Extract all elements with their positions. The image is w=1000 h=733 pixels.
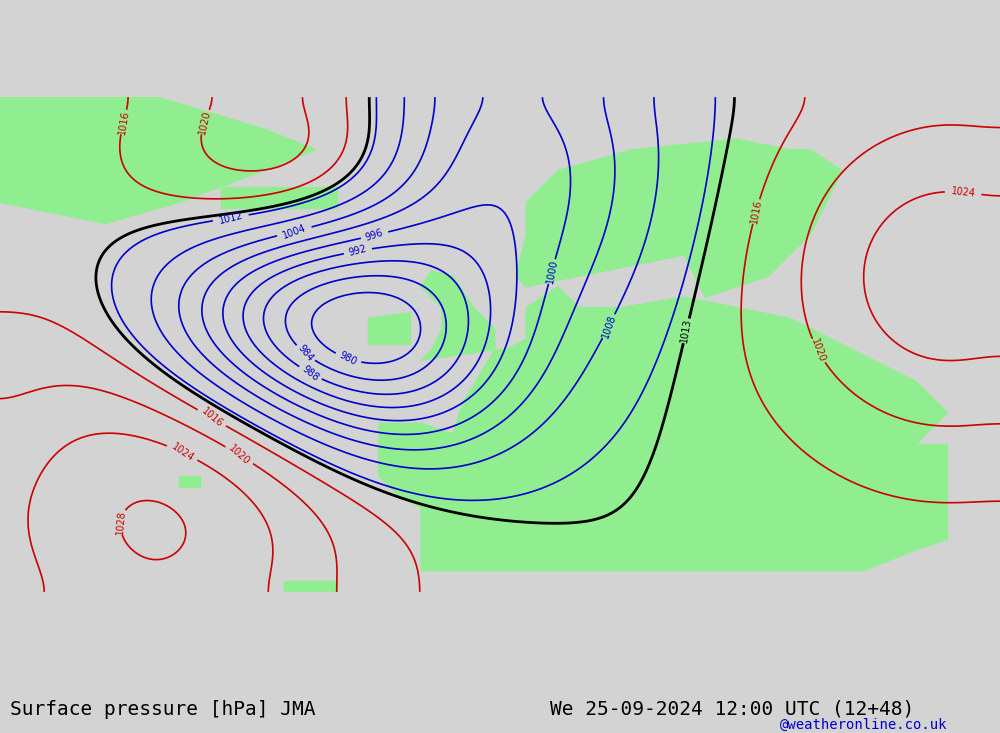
Text: We 25-09-2024 12:00 UTC (12+48): We 25-09-2024 12:00 UTC (12+48) <box>550 700 914 718</box>
Text: 1020: 1020 <box>809 337 827 364</box>
Polygon shape <box>284 581 337 597</box>
Text: 1016: 1016 <box>117 109 131 135</box>
Text: Surface pressure [hPa] JMA: Surface pressure [hPa] JMA <box>10 700 316 718</box>
Text: 1028: 1028 <box>115 509 127 535</box>
Text: 1016: 1016 <box>749 199 763 224</box>
Text: 1013: 1013 <box>679 318 693 344</box>
Polygon shape <box>379 287 947 508</box>
Text: 1016: 1016 <box>199 406 224 430</box>
Polygon shape <box>179 476 200 487</box>
Polygon shape <box>747 444 947 508</box>
Text: 984: 984 <box>295 343 315 364</box>
Polygon shape <box>0 97 316 224</box>
Text: 980: 980 <box>337 350 358 367</box>
Text: 1020: 1020 <box>227 443 252 467</box>
Polygon shape <box>684 150 842 297</box>
Polygon shape <box>368 313 411 345</box>
Text: 1004: 1004 <box>281 222 308 240</box>
Polygon shape <box>516 139 789 287</box>
Text: 988: 988 <box>300 364 320 383</box>
Text: 1000: 1000 <box>545 259 559 284</box>
Text: 1024: 1024 <box>950 186 976 199</box>
Text: 1012: 1012 <box>218 210 244 226</box>
Polygon shape <box>421 270 495 361</box>
Text: 1024: 1024 <box>170 441 196 464</box>
Text: 996: 996 <box>364 227 385 243</box>
Text: 1020: 1020 <box>197 109 212 135</box>
Text: 1008: 1008 <box>600 313 617 339</box>
Polygon shape <box>221 187 337 207</box>
Polygon shape <box>421 434 947 571</box>
Text: @weatheronline.co.uk: @weatheronline.co.uk <box>780 718 948 732</box>
Text: 992: 992 <box>348 244 368 258</box>
